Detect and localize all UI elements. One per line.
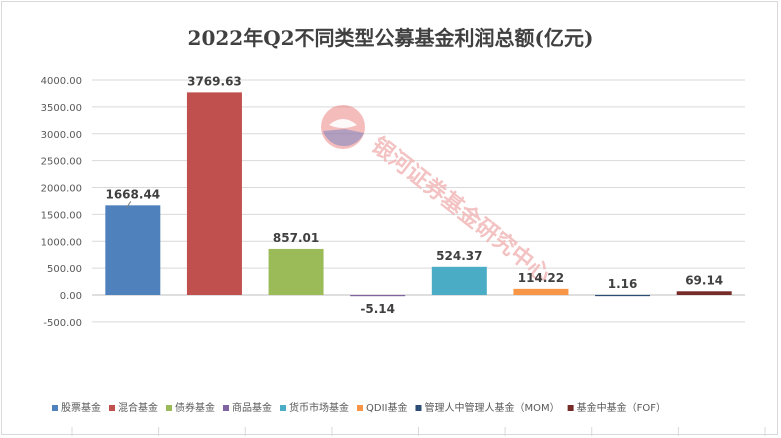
y-tick-label: 3500.00: [41, 103, 82, 114]
y-tick-label: 3000.00: [41, 130, 82, 141]
legend-swatch: [109, 405, 115, 411]
bar-2: [186, 92, 242, 295]
y-tick-label: 0.00: [60, 291, 82, 302]
data-label: 69.14: [685, 273, 723, 287]
legend-swatch: [357, 405, 363, 411]
y-tick-label: 4000.00: [41, 76, 82, 87]
data-label: -5.14: [360, 302, 395, 316]
y-tick-label: 1500.00: [41, 210, 82, 221]
data-label: 1668.44: [105, 187, 160, 201]
legend-entry: 股票基金: [61, 401, 101, 414]
legend-swatch: [166, 405, 172, 411]
legend-swatch: [415, 405, 422, 411]
y-tick-label: 2500.00: [41, 157, 82, 168]
data-label: 3769.63: [187, 74, 242, 88]
bar-6: [513, 288, 569, 295]
bar-7: [595, 294, 651, 297]
watermark-text: 银河证券基金研究中心: [366, 132, 555, 288]
legend-entry: 混合基金: [118, 401, 158, 414]
legend-swatch: [280, 405, 286, 411]
y-tick-label: 500.00: [47, 264, 82, 275]
data-label: 857.01: [273, 231, 319, 245]
legend-swatch: [223, 405, 229, 411]
data-label: 1.16: [608, 277, 638, 291]
legend-swatch: [52, 405, 58, 411]
y-tick-label: 2000.00: [41, 184, 82, 195]
bar-1: [105, 205, 161, 295]
chart-title: 2022年Q2不同类型公募基金利润总额(亿元): [187, 26, 594, 50]
legend-entry: 债券基金: [175, 401, 215, 414]
watermark-logo-icon: [329, 119, 357, 128]
data-label: 114.22: [518, 271, 564, 285]
bar-5: [431, 266, 487, 295]
legend-entry: QDII基金: [366, 401, 407, 414]
bar-3: [268, 248, 324, 295]
legend-entry: 基金中基金（FOF）: [577, 401, 666, 414]
legend-entry: 货币市场基金: [289, 401, 349, 414]
leader-line: [126, 201, 132, 208]
bar-4: [350, 295, 406, 297]
bar-8: [676, 291, 732, 295]
y-tick-label: 1000.00: [41, 237, 82, 248]
watermark-logo-icon: [323, 129, 364, 147]
legend-entry: 商品基金: [232, 401, 272, 414]
data-label: 524.37: [436, 249, 482, 263]
y-tick-label: -500.00: [43, 318, 82, 329]
legend-entry: 管理人中管理人基金（MOM）: [424, 401, 559, 414]
legend-swatch: [567, 405, 574, 411]
